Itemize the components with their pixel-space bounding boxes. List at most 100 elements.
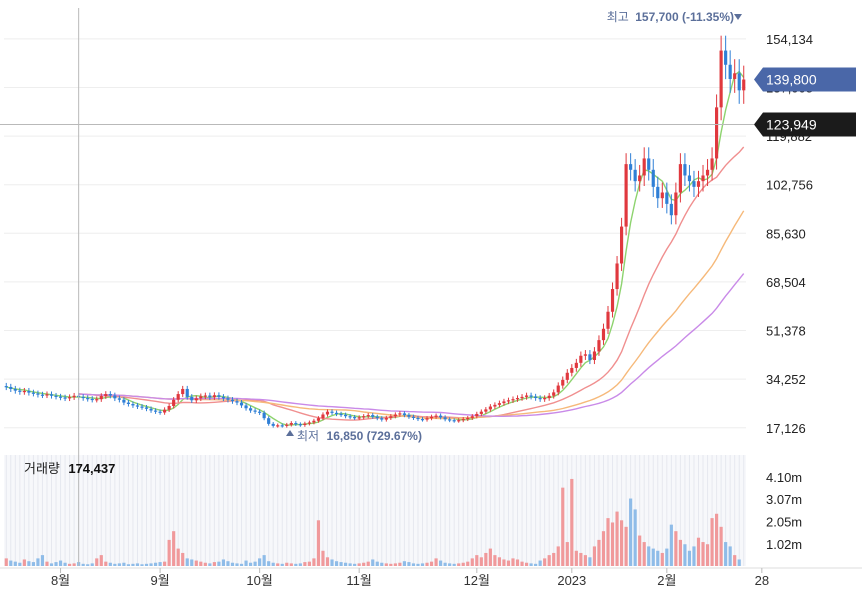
volume-bar (140, 564, 144, 566)
volume-bar (126, 564, 131, 566)
candle (393, 412, 397, 419)
volume-bar (601, 531, 606, 566)
volume-bar (181, 552, 185, 566)
volume-bar (45, 561, 49, 566)
candle (674, 182, 678, 225)
candle (629, 153, 633, 181)
volume-bar (353, 563, 357, 566)
candle (669, 194, 673, 225)
candle (68, 394, 72, 402)
volume-bar (316, 520, 321, 566)
candle (86, 395, 90, 402)
volume-bar (638, 535, 642, 566)
candle (353, 414, 357, 420)
svg-text:거래량 174,437: 거래량 174,437 (24, 460, 115, 477)
candle (230, 397, 235, 404)
volume-bar (452, 563, 456, 566)
volume-bar (22, 559, 26, 566)
volume-bar (515, 559, 520, 566)
volume-bar (656, 550, 660, 566)
volume-bar (561, 487, 565, 566)
volume-bar (362, 562, 366, 566)
volume-grid (0, 455, 862, 569)
volume-bar (588, 557, 592, 566)
volume-bar (117, 563, 121, 566)
candle (642, 147, 646, 187)
volume-label: 거래량 (24, 461, 60, 476)
candle (651, 159, 655, 197)
volume-bar (267, 561, 271, 566)
candle (439, 413, 443, 420)
candle (742, 65, 746, 104)
volume-bar (339, 562, 343, 566)
volume-bar (131, 563, 135, 566)
candle (696, 170, 701, 197)
volume-bar (325, 557, 330, 566)
candle (457, 418, 461, 423)
candle (656, 176, 660, 208)
candle (307, 420, 311, 426)
candle (344, 412, 348, 419)
candle (638, 164, 642, 192)
candle (339, 411, 343, 417)
candle (45, 391, 49, 399)
candle (13, 385, 17, 394)
candle (348, 414, 352, 420)
candle (692, 170, 696, 197)
volume-bar (366, 561, 370, 566)
candle (81, 394, 85, 401)
volume-bar (271, 562, 275, 566)
candle (479, 409, 483, 417)
candle (565, 369, 569, 384)
volume-bar (674, 531, 678, 566)
volume-bar (307, 561, 311, 566)
candle (321, 412, 325, 421)
candle (253, 408, 257, 414)
candle (294, 421, 298, 426)
volume-bar (303, 562, 307, 566)
volume-bar (357, 563, 361, 566)
volume-bar (31, 562, 35, 566)
candle (705, 159, 710, 187)
candle (484, 407, 488, 414)
volume-bar (448, 563, 452, 566)
candles (4, 35, 746, 428)
candle (724, 35, 728, 80)
candle (122, 397, 126, 406)
candle (72, 392, 76, 400)
volume-bar (733, 555, 737, 566)
volume-bar (696, 537, 701, 566)
crosshair-price-badge-shape (754, 112, 856, 137)
candle (190, 394, 194, 403)
volume-bar (285, 562, 289, 566)
moving-average-lines (6, 70, 745, 426)
volume-bar (212, 562, 216, 566)
candle (511, 396, 515, 403)
volume-bar (737, 559, 741, 566)
volume-bar (398, 562, 402, 566)
volume-bar (429, 561, 434, 566)
candle (235, 398, 239, 406)
candle (208, 392, 212, 400)
candle (384, 415, 388, 422)
high-marker-prefix: 최고 (607, 10, 629, 24)
volume-bar (520, 561, 524, 566)
volume-bar (443, 562, 447, 566)
volume-bars (4, 478, 741, 566)
volume-bar (461, 562, 465, 566)
candle (22, 387, 26, 395)
volume-bar (457, 563, 461, 566)
candle (131, 401, 135, 408)
candle (443, 415, 447, 422)
volume-bar (538, 560, 542, 566)
volume-bar (104, 561, 108, 566)
volume-bar (258, 558, 262, 566)
candle (615, 256, 619, 296)
candle (452, 418, 456, 423)
volume-bar (90, 563, 94, 566)
candle (434, 413, 438, 419)
volume-bar (393, 563, 397, 566)
volume-bar (705, 544, 710, 566)
candle (325, 409, 330, 417)
